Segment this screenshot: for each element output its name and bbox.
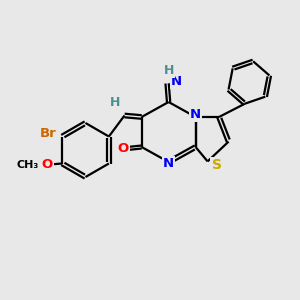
Text: O: O — [117, 142, 129, 155]
Text: H: H — [110, 96, 121, 110]
Text: S: S — [212, 158, 222, 172]
Text: Br: Br — [40, 127, 57, 140]
Text: N: N — [163, 157, 174, 170]
Text: O: O — [41, 158, 53, 172]
Text: CH₃: CH₃ — [16, 160, 39, 170]
Text: N: N — [190, 108, 201, 121]
Text: H: H — [164, 64, 174, 77]
Text: N: N — [171, 75, 182, 88]
